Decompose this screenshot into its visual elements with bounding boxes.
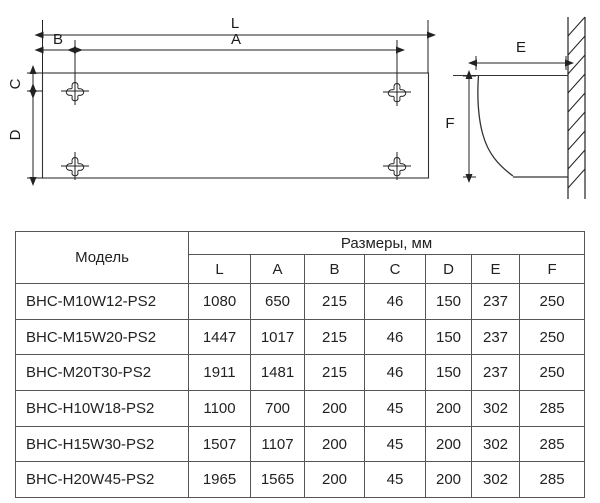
svg-text:F: F	[445, 115, 454, 132]
svg-text:L: L	[231, 15, 239, 32]
svg-text:A: A	[231, 31, 241, 48]
svg-text:E: E	[516, 39, 526, 56]
svg-text:D: D	[7, 129, 24, 140]
svg-text:C: C	[7, 78, 24, 89]
svg-text:B: B	[53, 31, 63, 48]
